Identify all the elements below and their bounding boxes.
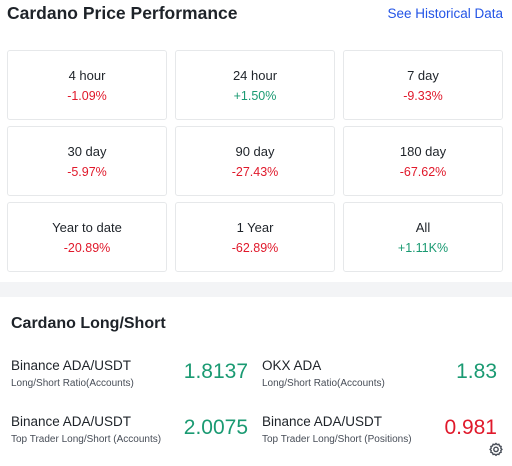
performance-cell-180-day: 180 day -67.62% [343, 126, 503, 196]
period-change: -9.33% [403, 88, 443, 103]
period-change: -1.09% [67, 88, 107, 103]
performance-cell-year-to-date: Year to date -20.89% [7, 202, 167, 272]
performance-cell-4-hour: 4 hour -1.09% [7, 50, 167, 120]
period-label: 180 day [399, 143, 447, 159]
period-change: +1.50% [233, 88, 277, 103]
period-label: Year to date [52, 219, 122, 235]
period-change: -20.89% [63, 240, 111, 255]
period-change: -62.89% [231, 240, 279, 255]
exchange-pair-label: Binance ADA/USDT [11, 358, 132, 373]
ratio-type-label: Long/Short Ratio(Accounts) [262, 378, 385, 389]
period-change: -27.43% [231, 164, 279, 179]
period-label: All [415, 219, 431, 235]
ratio-type-label: Top Trader Long/Short (Positions) [262, 434, 412, 445]
ratio-value: 2.0075 [183, 416, 248, 439]
performance-cell-24-hour: 24 hour +1.50% [175, 50, 335, 120]
ratio-value: 1.8137 [183, 360, 248, 383]
period-label: 90 day [235, 143, 275, 159]
performance-cell-7-day: 7 day -9.33% [343, 50, 503, 120]
period-change: -5.97% [67, 164, 107, 179]
performance-cell-90-day: 90 day -27.43% [175, 126, 335, 196]
period-label: 30 day [67, 143, 107, 159]
ratio-value: 1.83 [456, 360, 497, 383]
performance-cell-30-day: 30 day -5.97% [7, 126, 167, 196]
period-label: 1 Year [236, 219, 274, 235]
performance-cell-1-year: 1 Year -62.89% [175, 202, 335, 272]
exchange-pair-label: Binance ADA/USDT [262, 414, 383, 429]
period-change: -67.62% [399, 164, 447, 179]
gear-icon[interactable] [488, 442, 504, 458]
exchange-pair-label: Binance ADA/USDT [11, 414, 132, 429]
long-short-title: Cardano Long/Short [11, 315, 166, 332]
performance-cell-all: All +1.11K% [343, 202, 503, 272]
ratio-value: 0.981 [444, 416, 497, 439]
period-label: 7 day [407, 67, 439, 83]
period-label: 4 hour [68, 67, 106, 83]
exchange-pair-label: OKX ADA [262, 358, 322, 373]
see-historical-data-link[interactable]: See Historical Data [387, 6, 503, 21]
section-title: Cardano Price Performance [7, 3, 238, 23]
performance-grid: 4 hour -1.09% 24 hour +1.50% 7 day -9.33… [7, 50, 503, 272]
period-change: +1.11K% [397, 240, 449, 255]
long-short-card: Cardano Long/Short Binance ADA/USDT Long… [0, 297, 512, 466]
period-label: 24 hour [232, 67, 278, 83]
ratio-type-label: Top Trader Long/Short (Accounts) [11, 434, 162, 445]
price-performance-card: Cardano Price Performance See Historical… [0, 0, 512, 282]
ratio-type-label: Long/Short Ratio(Accounts) [11, 378, 134, 389]
